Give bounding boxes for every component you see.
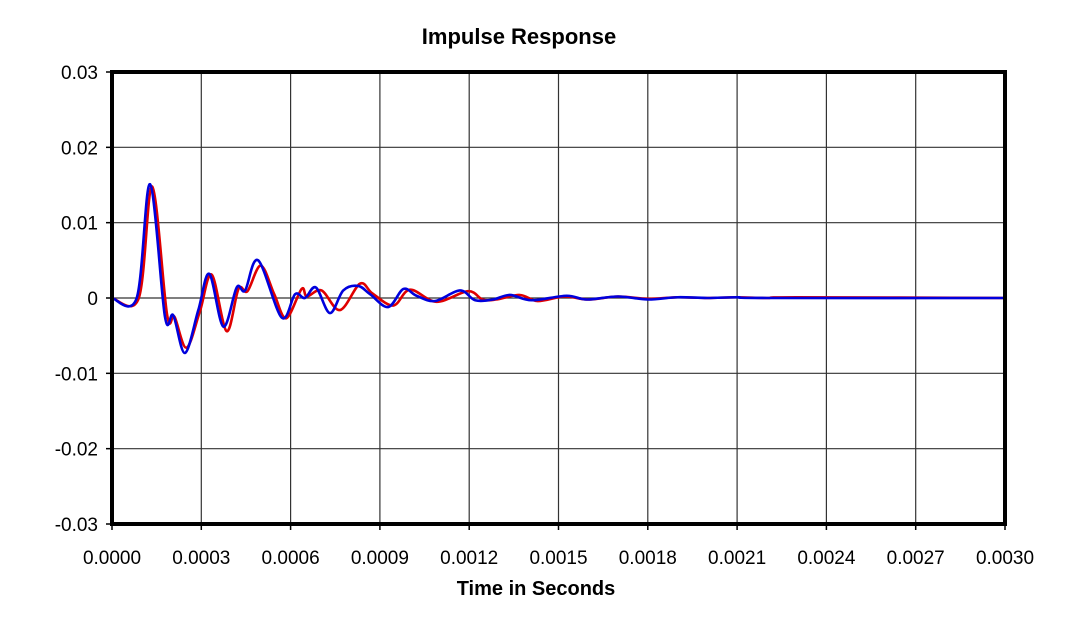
x-tick-label: 0.0030 xyxy=(976,548,1034,569)
x-tick-label: 0.0006 xyxy=(262,548,320,569)
y-tick-label: 0 xyxy=(87,289,98,310)
y-tick-label: -0.03 xyxy=(55,515,98,536)
series-line-blue xyxy=(111,182,1006,355)
y-tick-label: -0.01 xyxy=(55,364,98,385)
x-tick-label: 0.0018 xyxy=(619,548,677,569)
y-tick-label: 0.01 xyxy=(61,214,98,235)
x-tick-label: 0.0012 xyxy=(440,548,498,569)
series-lines xyxy=(111,182,1006,355)
y-tick-label: 0.02 xyxy=(61,138,98,159)
x-tick-label: 0.0015 xyxy=(529,548,587,569)
x-tick-label: 0.0027 xyxy=(887,548,945,569)
y-axis-ticks: 0.03 0.02 0.01 0 -0.01 -0.02 -0.03 xyxy=(55,63,112,536)
x-tick-label: 0.0024 xyxy=(797,548,856,569)
x-tick-label: 0.0009 xyxy=(351,548,409,569)
x-tick-label: 0.0000 xyxy=(83,548,141,569)
y-tick-label: 0.03 xyxy=(61,63,98,84)
x-tick-label: 0.0003 xyxy=(172,548,230,569)
y-tick-label: -0.02 xyxy=(55,440,98,461)
x-axis-label: Time in Seconds xyxy=(457,578,616,600)
x-axis-ticks: 0.0000 0.0003 0.0006 0.0009 0.0012 0.0015 0.00… xyxy=(83,524,1034,569)
x-tick-label: 0.0021 xyxy=(708,548,766,569)
chart-title: Impulse Response xyxy=(422,24,616,49)
